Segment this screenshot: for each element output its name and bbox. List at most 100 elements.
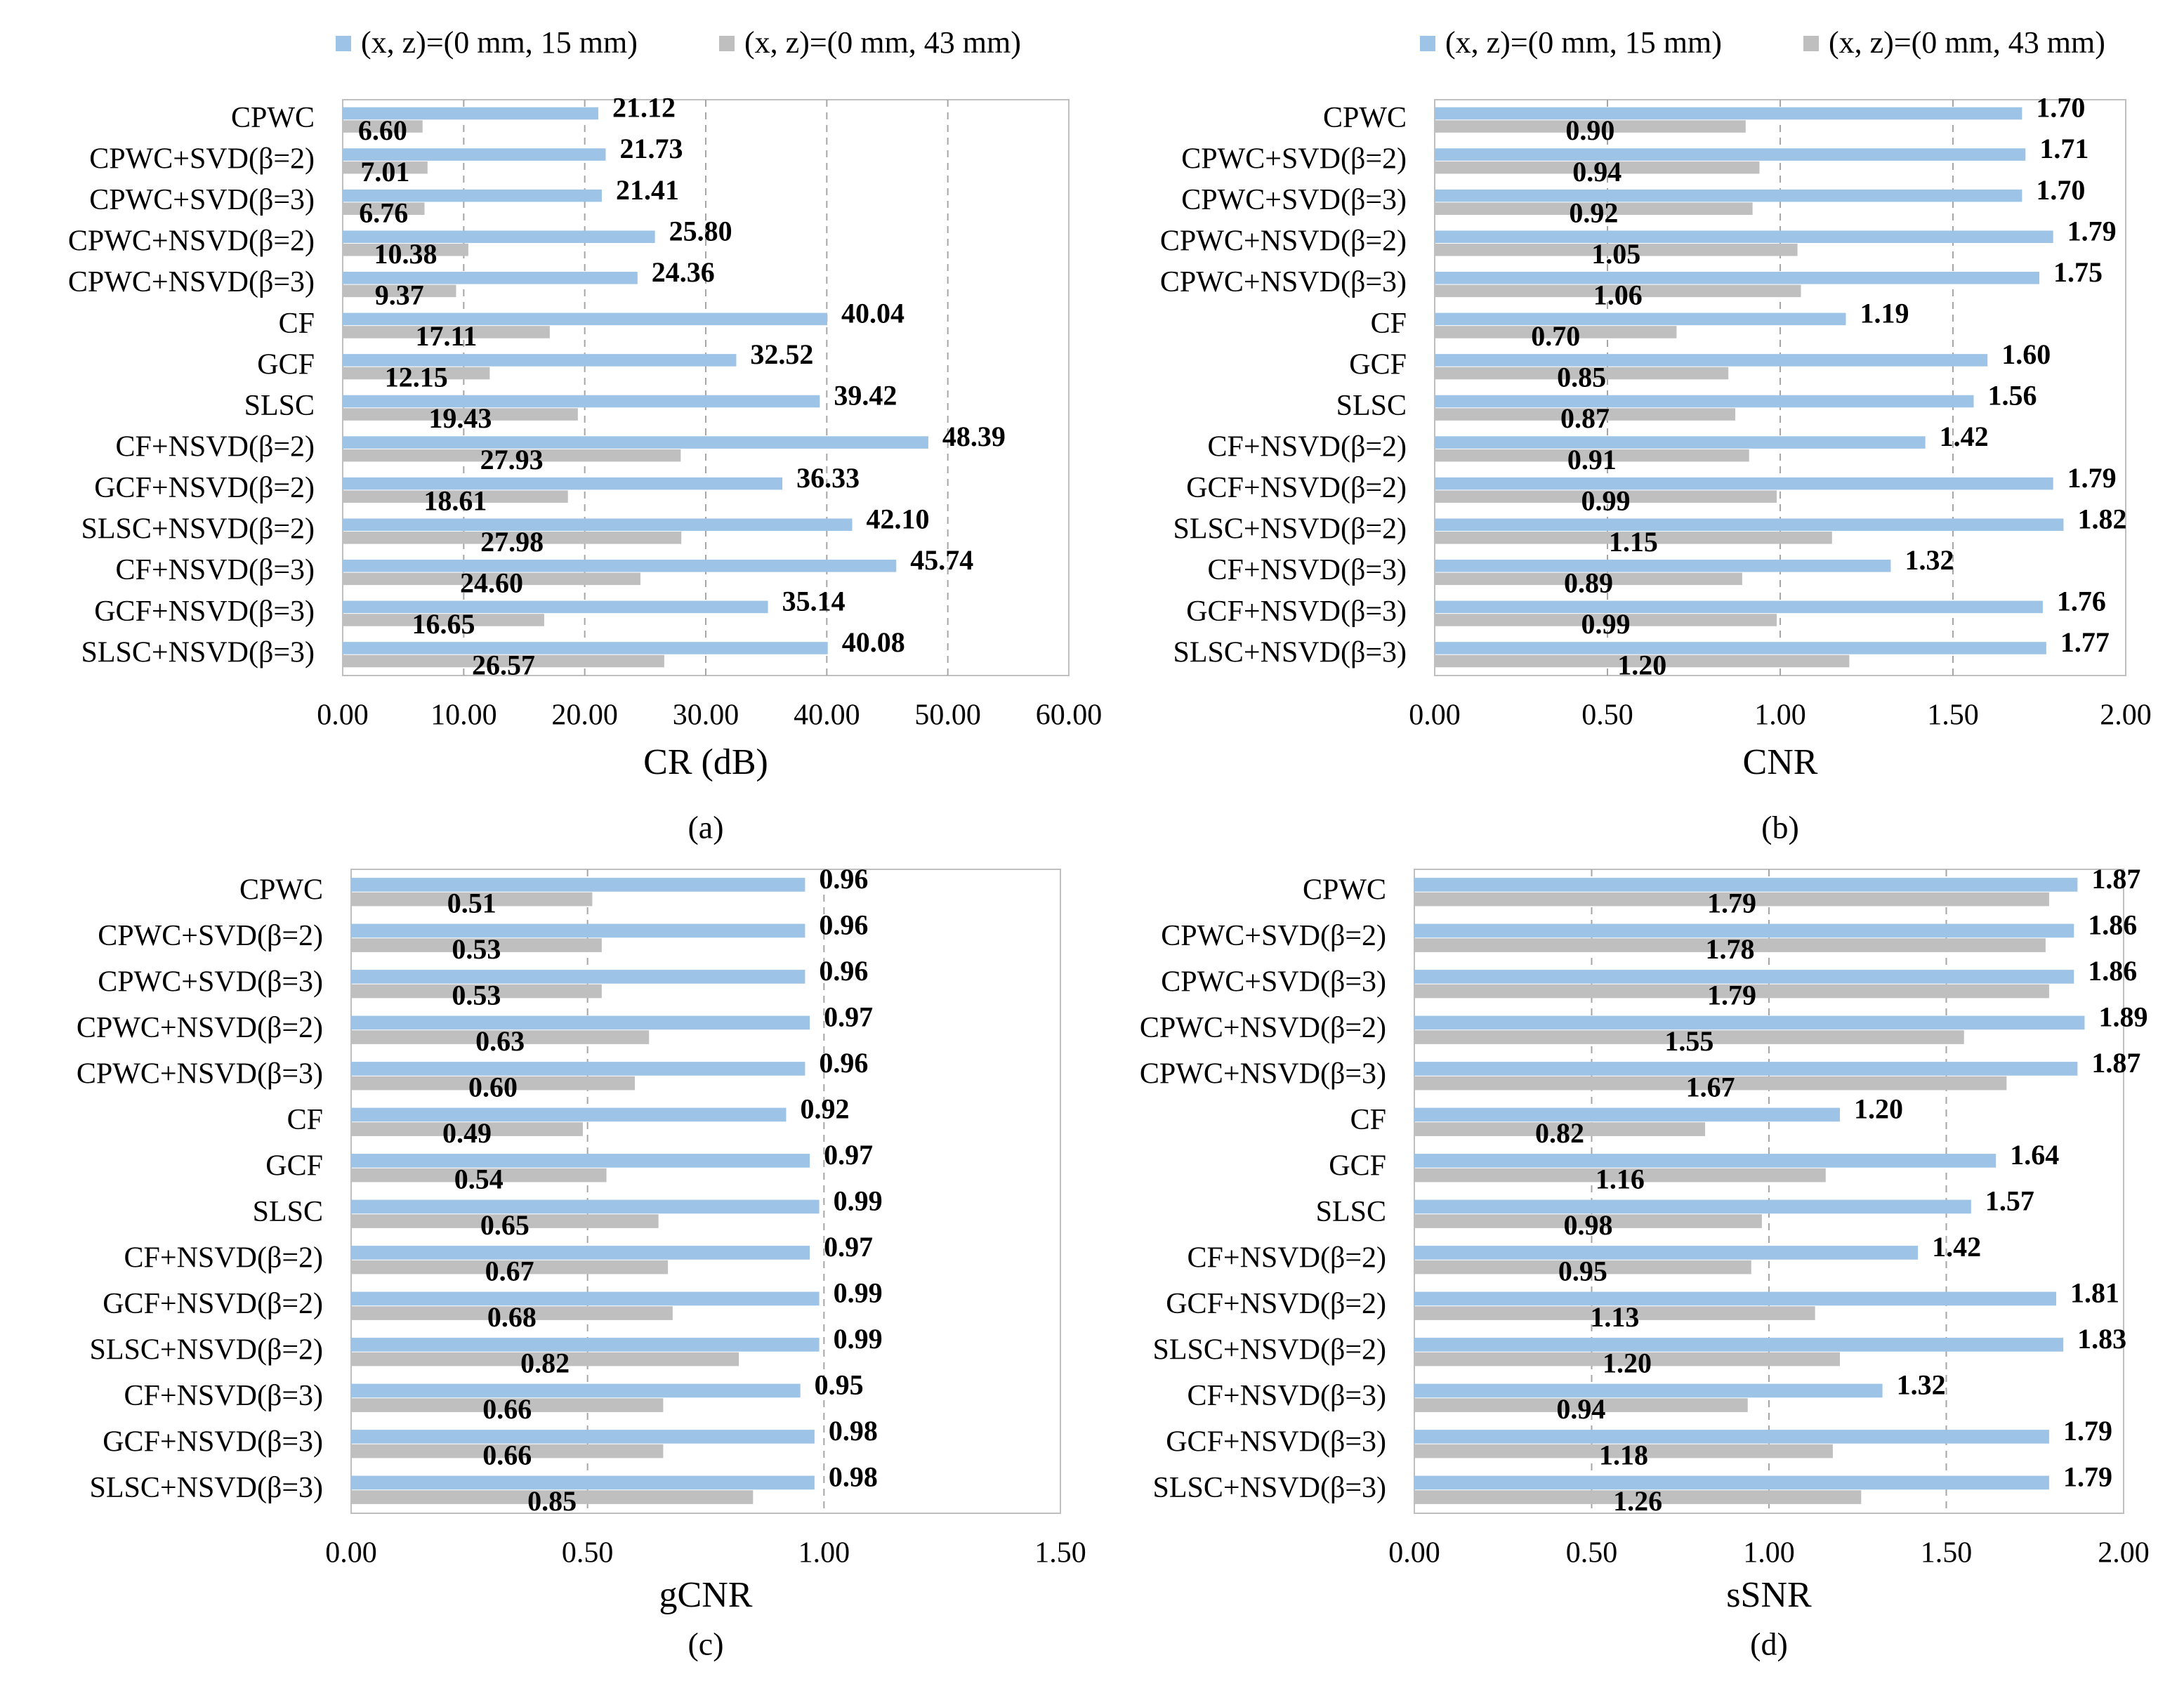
bar-series1 [1414, 1107, 1840, 1122]
bar-series2 [343, 449, 681, 462]
data-label-series2: 0.65 [480, 1209, 529, 1241]
data-label-series1: 40.08 [842, 626, 905, 658]
data-label-series2: 6.60 [358, 114, 407, 146]
x-tick-label: 1.50 [1927, 699, 1979, 732]
bar-series1 [1435, 354, 1988, 367]
data-label-series2: 0.53 [452, 980, 501, 1011]
bar-series1 [1435, 312, 1846, 326]
data-label-series1: 1.70 [2036, 92, 2085, 124]
legend-2: (x, z)=(0 mm, 15 mm) (x, z)=(0 mm, 43 mm) [1420, 25, 2105, 60]
category-label: CPWC+NSVD(β=2) [1140, 1012, 1386, 1044]
category-label: CPWC+NSVD(β=2) [68, 225, 315, 258]
category-label: CPWC+NSVD(β=2) [77, 1012, 323, 1044]
bar-series2 [1414, 1306, 1815, 1320]
bar-series1 [351, 1107, 787, 1122]
bar-series1 [1414, 970, 2074, 984]
bar-series2 [351, 1214, 659, 1228]
category-label: CPWC [231, 102, 315, 134]
data-label-series1: 1.19 [1860, 298, 1909, 329]
category-label: CPWC+NSVD(β=3) [77, 1058, 323, 1090]
data-label-series2: 16.65 [412, 608, 475, 640]
bar-series1 [1435, 560, 1891, 572]
category-label: SLSC [1336, 390, 1407, 422]
bar-series2 [343, 244, 468, 256]
data-label-series2: 17.11 [416, 320, 478, 352]
bar-series1 [351, 1199, 820, 1214]
bar-series2 [1414, 1444, 1833, 1458]
x-tick-label: 0.00 [325, 1537, 377, 1569]
bar-series2 [1435, 202, 1753, 215]
bar-series2 [351, 1444, 664, 1458]
data-label-series1: 1.79 [2067, 462, 2117, 494]
bar-series2 [343, 654, 664, 668]
data-label-series1: 21.41 [616, 174, 679, 206]
panel-label: (d) [1750, 1626, 1788, 1662]
data-label-series2: 24.60 [460, 567, 523, 599]
data-label-series2: 1.13 [1590, 1301, 1639, 1333]
category-label: SLSC+NSVD(β=3) [81, 636, 315, 669]
bar-series1 [1414, 1475, 2049, 1490]
bar-series1 [1414, 878, 2078, 892]
bar-series2 [1435, 284, 1801, 298]
chart-panel-a: CPWC 21.12 6.60 CPWC+SVD(β=2) 21.73 7.01 CPWC+… [68, 92, 1102, 845]
data-label-series2: 0.53 [452, 933, 501, 965]
bar-series2 [1414, 1122, 1706, 1136]
bar-series1 [343, 189, 602, 202]
data-label-series2: 0.99 [1581, 608, 1631, 640]
bar-series2 [351, 1352, 739, 1366]
bar-series1 [351, 1475, 815, 1490]
data-label-series1: 39.42 [834, 380, 897, 411]
bar-series2 [343, 120, 423, 133]
data-label-series2: 27.93 [480, 444, 544, 475]
x-tick-label: 1.50 [1921, 1537, 1973, 1569]
chart-panel-b: CPWC 1.70 0.90 CPWC+SVD(β=2) 1.71 0.94 CPWC+SV… [1160, 92, 2152, 845]
bar-series1 [343, 560, 897, 572]
data-label-series1: 0.98 [829, 1461, 878, 1493]
data-label-series1: 0.97 [824, 1231, 873, 1263]
bar-series2 [1435, 490, 1777, 503]
data-label-series2: 1.16 [1596, 1164, 1645, 1195]
x-tick-label: 1.50 [1034, 1537, 1086, 1569]
category-label: SLSC [253, 1196, 323, 1228]
bar-series1 [343, 230, 655, 243]
plot-frame [350, 869, 1061, 1514]
data-label-series2: 0.82 [520, 1348, 570, 1379]
bar-series2 [351, 1490, 754, 1504]
bar-series1 [1414, 1430, 2049, 1444]
data-label-series2: 1.79 [1707, 980, 1756, 1011]
data-label-series2: 0.87 [1560, 402, 1610, 434]
data-label-series1: 0.95 [815, 1369, 864, 1401]
bar-series2 [343, 614, 544, 626]
category-label: CPWC+SVD(β=3) [89, 184, 315, 216]
bar-series1 [343, 354, 737, 367]
x-tick-label: 50.00 [914, 699, 981, 732]
bar-series2 [1414, 1260, 1751, 1275]
data-label-series2: 1.05 [1591, 238, 1640, 270]
category-label: GCF+NSVD(β=2) [1186, 472, 1407, 504]
bar-series1 [343, 518, 853, 531]
category-label: CPWC+SVD(β=2) [1161, 920, 1386, 952]
bar-series1 [1435, 148, 2026, 161]
x-tick-label: 0.50 [562, 1537, 614, 1569]
category-label: SLSC+NSVD(β=2) [1153, 1333, 1386, 1366]
data-label-series2: 0.60 [468, 1072, 518, 1103]
category-label: SLSC [1316, 1196, 1386, 1228]
data-label-series2: 0.90 [1565, 114, 1614, 146]
x-tick-label: 10.00 [430, 699, 497, 732]
data-label-series1: 1.42 [1940, 421, 1989, 452]
bar-series2 [343, 284, 456, 298]
data-label-series1: 1.71 [2039, 133, 2088, 164]
bar-series1 [1435, 395, 1974, 408]
data-label-series1: 0.99 [834, 1323, 883, 1355]
data-label-series1: 32.52 [750, 338, 813, 370]
data-label-series2: 6.76 [359, 197, 408, 228]
legend-swatch-series1 [336, 36, 351, 51]
data-label-series2: 0.98 [1563, 1209, 1612, 1241]
legend-swatch-series2 [1803, 36, 1819, 51]
category-label: CF+NSVD(β=2) [124, 1242, 323, 1274]
bar-series1 [351, 1291, 820, 1306]
data-label-series1: 1.64 [2010, 1139, 2059, 1171]
legend-swatch-series1 [1420, 36, 1435, 51]
category-label: CPWC+SVD(β=3) [98, 966, 323, 998]
category-label: SLSC+NSVD(β=2) [90, 1333, 323, 1366]
